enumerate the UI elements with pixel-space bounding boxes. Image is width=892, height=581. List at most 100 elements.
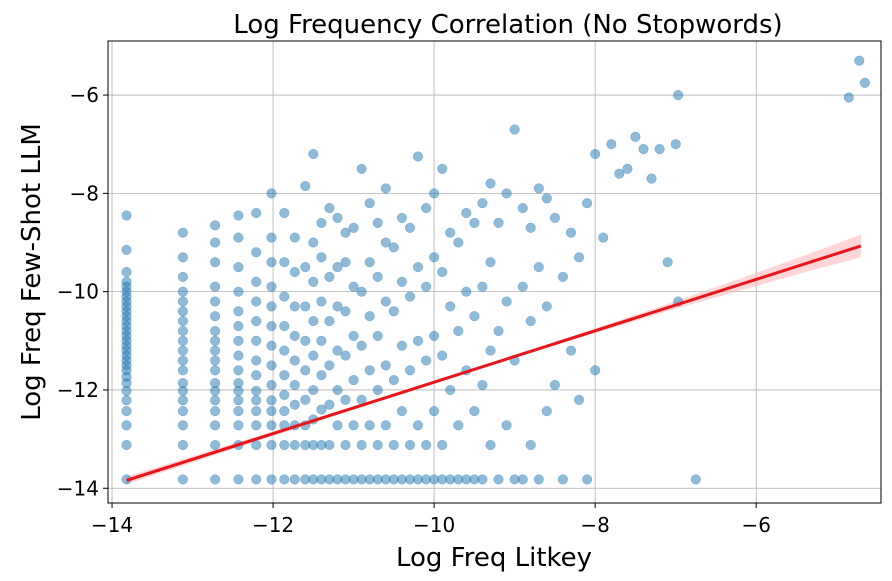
data-point bbox=[340, 439, 351, 451]
data-point bbox=[598, 232, 609, 243]
data-point bbox=[340, 306, 351, 317]
data-point bbox=[210, 335, 221, 346]
data-point bbox=[266, 395, 277, 406]
data-point bbox=[177, 355, 188, 366]
data-point bbox=[266, 360, 277, 371]
x-tick-label: −14 bbox=[91, 513, 133, 537]
data-point bbox=[590, 365, 601, 376]
data-point bbox=[324, 360, 335, 371]
data-point bbox=[364, 257, 375, 268]
data-point bbox=[210, 325, 221, 337]
data-point bbox=[308, 237, 319, 248]
data-point bbox=[233, 350, 244, 361]
data-point bbox=[517, 203, 528, 214]
data-point bbox=[177, 286, 188, 297]
data-point bbox=[266, 301, 277, 312]
data-point bbox=[429, 188, 440, 199]
data-point bbox=[445, 384, 456, 396]
data-point bbox=[396, 340, 407, 351]
data-point bbox=[364, 420, 375, 431]
data-point bbox=[251, 439, 262, 451]
data-point bbox=[477, 379, 488, 391]
data-point bbox=[477, 281, 488, 292]
data-point bbox=[673, 90, 684, 101]
data-point bbox=[525, 222, 536, 233]
data-point bbox=[177, 378, 188, 389]
data-point bbox=[485, 178, 496, 189]
data-point bbox=[356, 286, 367, 297]
data-point bbox=[582, 474, 593, 485]
data-point bbox=[316, 217, 327, 228]
data-point bbox=[279, 406, 290, 417]
data-point bbox=[332, 212, 343, 223]
data-point bbox=[210, 237, 221, 248]
data-point bbox=[453, 325, 464, 337]
data-point bbox=[573, 252, 585, 263]
data-point bbox=[233, 262, 244, 273]
data-point bbox=[233, 335, 244, 346]
data-point bbox=[429, 330, 440, 341]
data-point bbox=[251, 406, 262, 417]
data-point bbox=[289, 474, 300, 485]
data-point bbox=[461, 207, 472, 219]
data-point bbox=[316, 296, 327, 307]
data-point bbox=[364, 365, 375, 376]
data-point bbox=[380, 420, 391, 431]
data-point bbox=[289, 355, 300, 366]
data-point bbox=[210, 439, 221, 451]
data-point bbox=[404, 222, 416, 233]
data-point bbox=[266, 321, 277, 332]
y-ticks: −14 −12 −10 −8 −6 bbox=[57, 83, 108, 500]
data-point bbox=[453, 420, 464, 431]
data-point bbox=[177, 474, 188, 485]
data-point bbox=[421, 281, 432, 292]
data-point bbox=[582, 198, 593, 209]
data-point bbox=[210, 395, 221, 406]
data-point bbox=[266, 188, 277, 199]
data-point bbox=[590, 148, 601, 160]
data-point bbox=[300, 365, 311, 376]
data-point bbox=[266, 406, 277, 417]
data-point bbox=[469, 311, 480, 322]
data-point bbox=[388, 242, 399, 253]
data-point bbox=[279, 474, 290, 485]
data-point bbox=[177, 252, 188, 263]
data-point bbox=[233, 378, 244, 389]
data-point bbox=[421, 203, 432, 214]
data-point bbox=[210, 296, 221, 307]
data-point bbox=[279, 291, 290, 302]
data-point bbox=[469, 217, 480, 228]
data-point bbox=[340, 227, 351, 238]
data-point bbox=[251, 355, 262, 366]
y-tick-label: −6 bbox=[70, 83, 99, 107]
data-point bbox=[324, 439, 335, 451]
data-point bbox=[251, 276, 262, 287]
data-point bbox=[421, 439, 432, 451]
data-point bbox=[404, 291, 416, 302]
data-point bbox=[388, 375, 399, 386]
data-point bbox=[177, 325, 188, 337]
data-point bbox=[233, 406, 244, 417]
data-point bbox=[380, 237, 391, 248]
data-point bbox=[437, 163, 448, 174]
data-point bbox=[388, 439, 399, 451]
data-point bbox=[233, 420, 244, 431]
data-point bbox=[557, 271, 568, 282]
data-point bbox=[233, 395, 244, 406]
data-point bbox=[279, 389, 290, 400]
data-point bbox=[316, 252, 327, 263]
data-point bbox=[517, 474, 528, 485]
data-point bbox=[177, 316, 188, 327]
data-point bbox=[233, 232, 244, 243]
data-point bbox=[177, 395, 188, 406]
data-point bbox=[396, 406, 407, 417]
y-tick-label: −8 bbox=[70, 181, 99, 205]
data-point bbox=[372, 217, 383, 228]
data-point bbox=[300, 262, 311, 273]
data-point bbox=[177, 296, 188, 307]
data-point bbox=[477, 198, 488, 209]
data-point bbox=[210, 406, 221, 417]
data-point bbox=[121, 395, 132, 406]
data-point bbox=[324, 271, 335, 282]
data-point bbox=[210, 281, 221, 292]
